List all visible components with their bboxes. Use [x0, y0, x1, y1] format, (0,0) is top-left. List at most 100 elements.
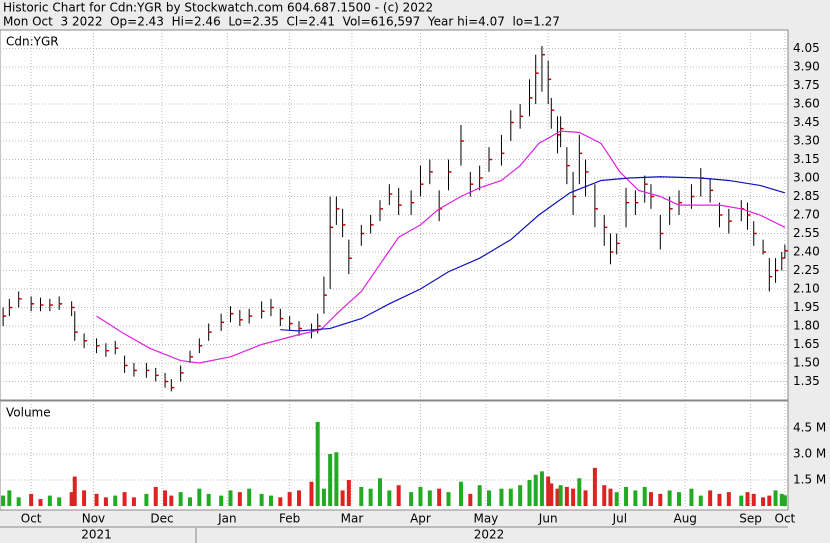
y-tick-label: 2.40	[793, 245, 820, 259]
volume-bar	[334, 452, 339, 506]
x-tick-label: Mar	[341, 512, 364, 526]
y-tick-label: 1.50	[793, 356, 820, 370]
volume-bar	[268, 495, 273, 506]
y-tick-label: 3.60	[793, 97, 820, 111]
y-tick-label: 3.90	[793, 60, 820, 74]
volume-bar	[564, 486, 569, 506]
volume-bar	[346, 480, 351, 506]
volume-bar	[144, 493, 149, 506]
volume-bar	[340, 490, 345, 506]
volume-bar	[751, 493, 756, 506]
volume-bar	[178, 492, 183, 506]
volume-bar	[633, 490, 638, 506]
volume-bar	[592, 467, 597, 506]
y-tick-label: 1.65	[793, 337, 820, 351]
volume-bar	[667, 490, 672, 506]
volume-bar	[82, 490, 87, 506]
volume-bar	[187, 497, 192, 506]
volume-bar	[278, 497, 283, 506]
volume-bar	[29, 493, 34, 506]
volume-bar	[555, 488, 560, 506]
volume-bar	[131, 497, 136, 506]
y-tick-label: 1.95	[793, 300, 820, 314]
symbol-label: Cdn:YGR	[6, 35, 59, 49]
volume-bar	[359, 486, 364, 506]
volume-bar	[486, 490, 491, 506]
y-tick-label: 4.5 M	[793, 421, 826, 435]
volume-bar	[558, 485, 563, 506]
volume-bar	[409, 492, 414, 506]
volume-bar	[7, 490, 12, 506]
volume-bar	[169, 495, 174, 506]
y-tick-label: 3.15	[793, 152, 820, 166]
volume-bar	[698, 495, 703, 506]
x-tick-label: Jan	[217, 512, 237, 526]
volume-bar	[197, 488, 202, 506]
volume-bar	[315, 421, 320, 506]
volume-bar	[577, 478, 582, 506]
y-tick-label: 4.05	[793, 41, 820, 55]
volume-bar	[163, 490, 168, 506]
volume-bar	[69, 492, 74, 506]
volume-bar	[533, 474, 538, 506]
volume-bar	[739, 495, 744, 506]
volume-bar	[726, 492, 731, 506]
y-tick-label: 1.80	[793, 319, 820, 333]
y-tick-label: 3.00	[793, 171, 820, 185]
x-tick-label: May	[473, 512, 498, 526]
volume-bar	[499, 488, 504, 506]
volume-bar	[113, 495, 118, 506]
volume-bar	[761, 497, 766, 506]
y-tick-label: 2.25	[793, 263, 820, 277]
volume-bar	[321, 488, 326, 506]
year-label: 2021	[81, 528, 112, 542]
volume-bar	[546, 476, 551, 506]
volume-bar	[779, 493, 784, 506]
volume-bar	[287, 492, 292, 506]
volume-bar	[458, 481, 463, 506]
chart-title: Historic Chart for Cdn:YGR by Stockwatch…	[3, 1, 433, 15]
x-tick-label: Apr	[410, 512, 431, 526]
volume-bar	[57, 497, 62, 506]
volume-bar	[247, 488, 252, 506]
x-tick-label: Feb	[279, 512, 300, 526]
volume-bar	[717, 493, 722, 506]
moving-average	[280, 176, 786, 332]
volume-bar	[782, 495, 787, 506]
volume-bar	[396, 485, 401, 506]
x-tick-label: Nov	[82, 512, 105, 526]
y-tick-label: 3.30	[793, 134, 820, 148]
moving-average	[96, 130, 786, 364]
x-tick-label: Dec	[150, 512, 173, 526]
x-tick-label: Aug	[673, 512, 696, 526]
volume-bar	[437, 488, 442, 506]
volume-bar	[427, 490, 432, 506]
y-tick-label: 3.45	[793, 115, 820, 129]
volume-bar	[767, 495, 772, 506]
x-tick-label: Sep	[739, 512, 762, 526]
volume-bar	[297, 490, 302, 506]
volume-bar	[745, 492, 750, 506]
volume-bar	[122, 492, 127, 506]
y-tick-label: 2.55	[793, 226, 820, 240]
volume-bar	[103, 497, 108, 506]
volume-bar	[602, 485, 607, 506]
volume-bar	[642, 486, 647, 506]
volume-bar	[309, 481, 314, 506]
y-tick-label: 2.10	[793, 282, 820, 296]
volume-bar	[377, 478, 382, 506]
volume-bar	[237, 492, 242, 506]
volume-bar	[708, 490, 713, 506]
volume-bar	[418, 486, 423, 506]
y-tick-label: 1.35	[793, 374, 820, 388]
volume-bar	[259, 493, 264, 506]
volume-bar	[387, 490, 392, 506]
x-tick-label: Jun	[538, 512, 558, 526]
volume-bar	[676, 492, 681, 506]
x-tick-label: Oct	[775, 512, 796, 526]
volume-bar	[539, 471, 544, 506]
volume-bar	[468, 493, 473, 506]
volume-bar	[228, 490, 233, 506]
